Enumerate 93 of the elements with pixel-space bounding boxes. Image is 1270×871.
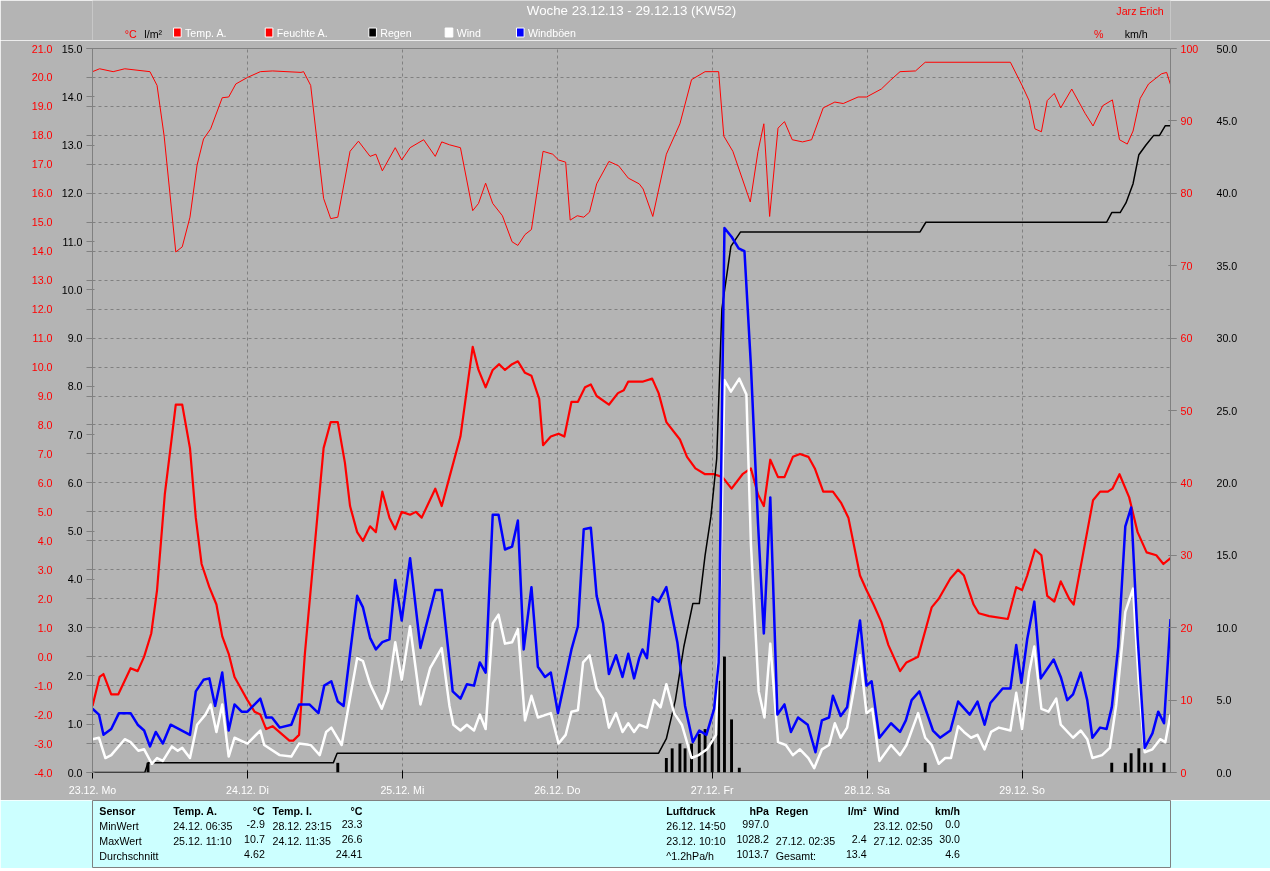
- y-tick-label: 7.0: [37, 447, 53, 460]
- y-tick-label: 11.0: [32, 332, 53, 345]
- y-tick-label: -1.0: [34, 679, 53, 692]
- y-tick-label: 2.0: [37, 592, 53, 605]
- y-tick-label: 13.0: [31, 274, 53, 287]
- legend-label: Wind: [456, 26, 481, 39]
- legend-label: Regen: [380, 26, 412, 39]
- y-tick-label: 20.0: [31, 71, 53, 84]
- y-tick-label: 15.0: [31, 216, 53, 229]
- y2-tick-label: 40.0: [1216, 187, 1238, 200]
- y-tick-label: 8.0: [67, 380, 83, 393]
- y2-tick-label: 25.0: [1216, 404, 1238, 417]
- y-tick-label: 11.0: [62, 235, 83, 248]
- y-tick-label: -3.0: [34, 737, 53, 750]
- y2-tick-label: 0.0: [1216, 766, 1232, 779]
- text: Luftdruck 26.12. 14:50 23.12. 10:10 ^1.2hPa/h: [666, 804, 726, 862]
- y-tick-label: 12.0: [61, 187, 83, 200]
- y2-tick-label: 70: [1180, 259, 1193, 272]
- y-tick-label: 4.0: [37, 534, 53, 547]
- y-tick-label: 8.0: [37, 418, 53, 431]
- text: Jarz Erich: [1116, 4, 1164, 17]
- x-tick-label: 29.12. So: [999, 783, 1045, 796]
- y2-tick-label: 60: [1180, 332, 1193, 345]
- y-tick-label: 13.0: [61, 139, 83, 152]
- y-tick-label: 4.0: [67, 573, 83, 586]
- y-tick-label: 9.0: [37, 390, 53, 403]
- legend-label: Windböen: [527, 26, 576, 39]
- text: °C -2.9 10.7 4.62: [244, 804, 266, 860]
- text: hPa 997.0 1028.2 1013.7: [736, 804, 770, 860]
- y2-tick-label: 50: [1180, 404, 1193, 417]
- y2-tick-label: 0: [1180, 766, 1187, 779]
- text: Sensor MinWert MaxWert Durchschnitt: [99, 804, 159, 862]
- text: Wind 23.12. 02:50 27.12. 02:35: [873, 804, 933, 847]
- y2-tick-label: 45.0: [1216, 114, 1238, 127]
- y-axis-title: °C: [124, 27, 137, 40]
- y-tick-label: 5.0: [37, 505, 53, 518]
- y-tick-label: 2.0: [67, 669, 83, 682]
- x-tick-label: 25.12. Mi: [380, 783, 425, 796]
- y-axis-title: l/m²: [144, 27, 163, 40]
- y2-tick-label: 10.0: [1216, 621, 1238, 634]
- y2-axis-title: %: [1094, 27, 1105, 40]
- y-tick-label: -2.0: [34, 708, 53, 721]
- y2-tick-label: 20.0: [1216, 476, 1238, 489]
- y-tick-label: 7.0: [67, 428, 83, 441]
- y-tick-label: 17.0: [31, 158, 53, 171]
- y-tick-label: 3.0: [67, 621, 83, 634]
- y-tick-label: 0.0: [37, 650, 53, 663]
- y-tick-label: 1.0: [37, 621, 53, 634]
- y2-tick-label: 30: [1180, 549, 1193, 562]
- y-tick-label: 16.0: [31, 187, 53, 200]
- y-tick-label: 15.0: [61, 42, 83, 55]
- text: l/m² 2.4 13.4: [845, 804, 867, 860]
- y2-axis-title: km/h: [1124, 27, 1148, 40]
- y2-tick-label: 80: [1180, 187, 1193, 200]
- y-tick-label: 14.0: [31, 245, 53, 258]
- y2-tick-label: 50.0: [1216, 42, 1238, 55]
- y-tick-label: 14.0: [61, 90, 83, 103]
- y2-tick-label: 5.0: [1216, 694, 1232, 707]
- y-tick-label: 6.0: [37, 476, 53, 489]
- chart-title: Woche 23.12.13 - 29.12.13 (KW52): [526, 3, 737, 18]
- legend-label: Temp. A.: [185, 26, 227, 39]
- x-tick-label: 28.12. Sa: [844, 783, 890, 796]
- y-tick-label: 10.0: [61, 283, 83, 296]
- y-tick-label: -4.0: [34, 766, 53, 779]
- y-tick-label: 0.0: [67, 766, 83, 779]
- text: °C 23.3 26.6 24.41: [335, 804, 363, 860]
- text: km/h 0.0 30.0 4.6: [935, 804, 961, 860]
- text: Temp. I. 28.12. 23:15 24.12. 11:35: [272, 804, 332, 847]
- y2-tick-label: 10: [1180, 694, 1193, 707]
- y-tick-label: 1.0: [67, 718, 83, 731]
- y-tick-label: 5.0: [67, 525, 83, 538]
- y-tick-label: 6.0: [67, 476, 83, 489]
- y2-tick-label: 100: [1180, 42, 1199, 55]
- x-tick-label: 23.12. Mo: [68, 783, 117, 796]
- y2-tick-label: 15.0: [1216, 549, 1238, 562]
- y-tick-label: 21.0: [31, 42, 53, 55]
- text: Regen 27.12. 02:35 Gesamt:: [775, 804, 836, 862]
- x-tick-label: 27.12. Fr: [690, 783, 734, 796]
- text: Temp. A. 24.12. 06:35 25.12. 11:10: [173, 804, 233, 847]
- y-tick-label: 19.0: [31, 100, 53, 113]
- x-tick-label: 26.12. Do: [534, 783, 581, 796]
- y2-tick-label: 35.0: [1216, 259, 1238, 272]
- legend-label: Feuchte A.: [276, 26, 328, 39]
- y2-tick-label: 20: [1180, 621, 1193, 634]
- y2-tick-label: 40: [1180, 476, 1193, 489]
- y-tick-label: 18.0: [31, 129, 53, 142]
- y-tick-label: 9.0: [67, 332, 83, 345]
- x-tick-label: 24.12. Di: [226, 783, 269, 796]
- y-tick-label: 3.0: [37, 563, 53, 576]
- y-tick-label: 10.0: [31, 361, 53, 374]
- y2-tick-label: 90: [1180, 114, 1193, 127]
- y-tick-label: 12.0: [31, 303, 53, 316]
- y2-tick-label: 30.0: [1216, 332, 1238, 345]
